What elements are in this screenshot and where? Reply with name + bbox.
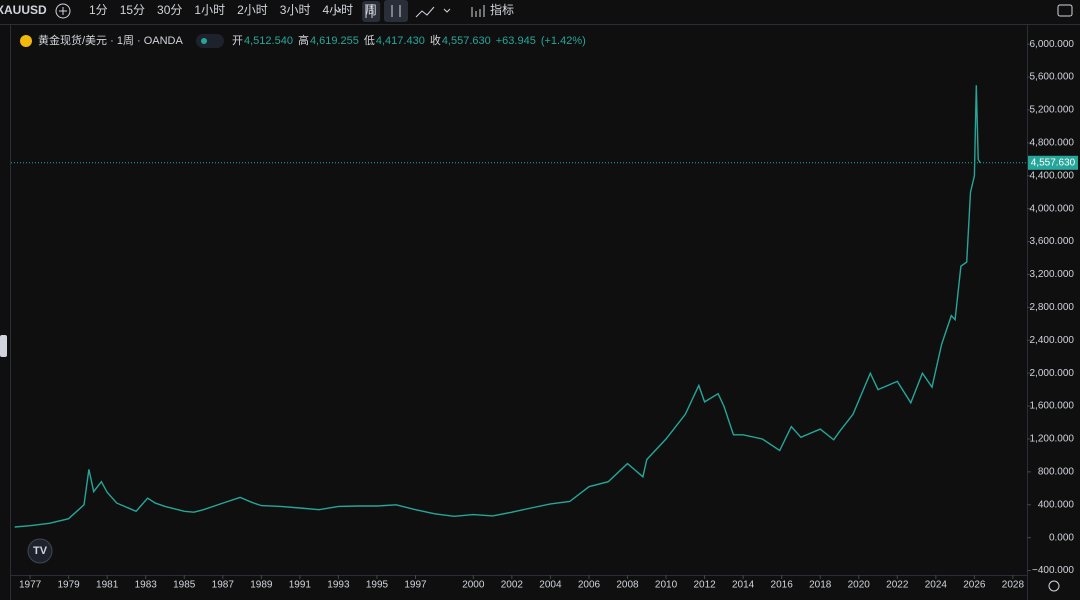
x-tick-label: 1993 [327,580,350,591]
legend-change: +63.945 [496,35,536,47]
x-tick-label: 2000 [462,580,485,591]
x-tick-label: 1981 [96,580,119,591]
interval-button[interactable]: 30分 [157,3,182,17]
x-tick-label: 2014 [732,580,755,591]
interval-button[interactable]: 4小时 [322,3,353,17]
type-dropdown[interactable] [443,8,451,13]
x-tick-label: 1987 [212,580,235,591]
x-tick-label: 1979 [57,580,80,591]
logo-mark: TV [33,545,48,557]
x-tick-label: 1989 [250,580,273,591]
y-tick-label: 4,800.000 [1030,137,1075,148]
chart-type-icons[interactable] [365,4,401,18]
legend-high-label: 高 [298,33,309,47]
interval-button[interactable]: 3小时 [280,3,311,17]
y-tick-label: 3,600.000 [1030,236,1075,247]
x-tick-label: 2024 [925,580,948,591]
y-tick-label: 2,800.000 [1030,302,1075,313]
symbol-logo [20,35,32,47]
y-tick-label: 1,600.000 [1030,401,1075,412]
legend-low: 4,417.430 [376,35,425,47]
indicator-icon[interactable] [471,5,485,17]
y-tick-label: 2,400.000 [1030,335,1075,346]
x-tick-label: 2004 [539,580,562,591]
interval-button[interactable]: 1小时 [194,3,225,17]
y-tick-label: 0.000 [1049,532,1074,543]
y-tick-label: −400.000 [1032,565,1074,576]
status-pill[interactable] [196,34,224,48]
interval-dropdown[interactable] [334,8,342,13]
x-tick-label: 2016 [771,580,794,591]
market-status [201,38,207,44]
y-tick-label: 5,200.000 [1030,105,1075,116]
y-tick-label: 6,000.000 [1030,39,1075,50]
interval-button[interactable]: 15分 [120,3,145,17]
settings-button[interactable] [1048,580,1060,592]
x-tick-label: 2026 [963,580,986,591]
x-tick-label: 2020 [848,580,871,591]
x-tick-label: 2028 [1002,580,1025,591]
y-tick-label: 400.000 [1038,499,1075,510]
x-tick-label: 2008 [616,580,639,591]
legend-change-pct: (+1.42%) [541,35,586,47]
interval-button[interactable]: 周 [365,3,377,17]
x-tick-label: 2006 [578,580,601,591]
interval-active[interactable] [362,1,381,22]
legend-close: 4,557.630 [442,35,491,47]
x-tick-label: 2018 [809,580,832,591]
add-icon [59,7,67,15]
x-tick-label: 1977 [19,580,42,591]
legend-open-label: 开 [232,35,243,47]
interval-button[interactable]: 1分 [89,3,108,17]
area-icon[interactable] [415,6,435,18]
x-tick-label: 2012 [693,580,716,591]
y-tick-label: 4,400.000 [1030,170,1075,181]
x-tick-label: 1995 [366,580,389,591]
x-tick-label: 1997 [404,580,427,591]
x-tick-label: 1983 [135,580,158,591]
legend-close-label: 收 [430,33,441,47]
screenshot-button[interactable] [1057,4,1073,17]
toolbar [0,0,1080,24]
x-tick-label: 2010 [655,580,678,591]
interval-button[interactable]: 2小时 [237,3,268,17]
candle-type-active[interactable] [384,0,408,22]
y-tick-label: 5,600.000 [1030,72,1075,83]
x-tick-label: 1991 [289,580,312,591]
legend-high: 4,619.255 [310,35,359,47]
tradingview-logo[interactable] [27,538,53,564]
legend-open: 4,512.540 [244,35,293,47]
legend-low-label: 低 [364,34,375,47]
last-price-label: 4,557.630 [1031,157,1076,168]
x-tick-label: 1985 [173,580,196,591]
indicators-button[interactable]: 指标 [490,2,514,17]
y-tick-label: 2,000.000 [1030,368,1075,379]
y-tick-label: 4,000.000 [1030,203,1075,214]
add-symbol[interactable] [55,3,71,19]
x-tick-label: 2002 [501,580,524,591]
left-tool-active[interactable] [0,335,7,357]
last-price-box [1028,155,1078,170]
x-tick-label: 2022 [886,580,909,591]
price-line [14,85,981,528]
legend-title: 黄金现货/美元 · 1周 · OANDA [38,33,184,47]
y-tick-label: 3,200.000 [1030,269,1075,280]
y-tick-label: 800.000 [1038,466,1075,477]
y-tick-label: 1,200.000 [1030,434,1075,445]
symbol[interactable]: XAUUSD [0,3,47,17]
